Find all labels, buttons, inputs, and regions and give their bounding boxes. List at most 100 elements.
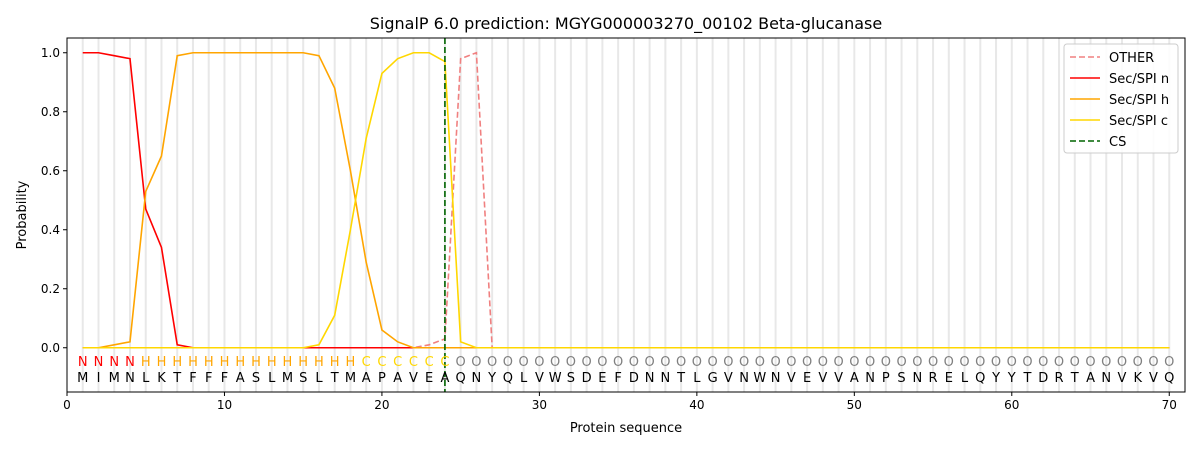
region-label: C bbox=[362, 355, 371, 370]
y-tick-label: 1.0 bbox=[41, 46, 60, 60]
region-label: O bbox=[692, 355, 702, 370]
region-label: O bbox=[582, 355, 592, 370]
region-label: H bbox=[283, 355, 293, 370]
region-label: O bbox=[613, 355, 623, 370]
region-label: C bbox=[440, 355, 449, 370]
x-tick-label: 20 bbox=[374, 398, 389, 412]
region-label: O bbox=[519, 355, 529, 370]
region-label: N bbox=[94, 355, 104, 370]
x-tick-label: 30 bbox=[532, 398, 547, 412]
y-axis-label: Probability bbox=[15, 180, 30, 249]
x-tick-label: 0 bbox=[63, 398, 71, 412]
legend-label: Sec/SPI n bbox=[1109, 72, 1169, 87]
x-axis-label: Protein sequence bbox=[570, 421, 682, 436]
region-label: O bbox=[928, 355, 938, 370]
legend-label: Sec/SPI c bbox=[1109, 114, 1168, 129]
legend-box bbox=[1063, 43, 1179, 154]
region-label: O bbox=[1133, 355, 1143, 370]
region-label: O bbox=[770, 355, 780, 370]
region-label: O bbox=[707, 355, 717, 370]
region-label: O bbox=[660, 355, 670, 370]
region-label: O bbox=[802, 355, 812, 370]
region-label: H bbox=[251, 355, 261, 370]
region-label: H bbox=[267, 355, 277, 370]
y-tick-label: 0.0 bbox=[41, 341, 60, 355]
region-label: C bbox=[377, 355, 386, 370]
series-other bbox=[82, 51, 1170, 349]
region-label: H bbox=[346, 355, 356, 370]
sequence-residues: MIMNLKTFFFASLMSLTMAPAVEAQNYQLVWSDEFDNNTL… bbox=[77, 371, 1174, 386]
region-label: O bbox=[1054, 355, 1064, 370]
region-label: O bbox=[1148, 355, 1158, 370]
region-label: N bbox=[125, 355, 135, 370]
x-tick-label: 40 bbox=[689, 398, 704, 412]
region-label: O bbox=[1117, 355, 1127, 370]
region-label: O bbox=[739, 355, 749, 370]
region-label: O bbox=[566, 355, 576, 370]
plot-frame bbox=[66, 37, 1186, 393]
region-label: O bbox=[534, 355, 544, 370]
y-tick-label: 0.6 bbox=[41, 164, 60, 178]
legend-label: Sec/SPI h bbox=[1109, 93, 1169, 108]
region-label: H bbox=[298, 355, 308, 370]
y-tick-label: 0.2 bbox=[41, 282, 60, 296]
region-label: O bbox=[550, 355, 560, 370]
region-label: O bbox=[991, 355, 1001, 370]
region-label: C bbox=[409, 355, 418, 370]
region-label: O bbox=[456, 355, 466, 370]
series-sec-spi-c bbox=[82, 51, 1170, 349]
region-label: O bbox=[896, 355, 906, 370]
x-tick-label: 70 bbox=[1162, 398, 1177, 412]
region-label: O bbox=[865, 355, 875, 370]
region-label: H bbox=[157, 355, 167, 370]
region-label: H bbox=[172, 355, 182, 370]
series-sec-spi-h bbox=[82, 51, 1170, 349]
region-label: H bbox=[235, 355, 245, 370]
chart-title: SignalP 6.0 prediction: MGYG000003270_00… bbox=[370, 14, 882, 34]
legend-label: OTHER bbox=[1109, 51, 1154, 66]
region-label: O bbox=[912, 355, 922, 370]
x-tick-label: 10 bbox=[217, 398, 232, 412]
region-label: O bbox=[471, 355, 481, 370]
series-sec-spi-n bbox=[82, 51, 1170, 349]
region-label: O bbox=[1101, 355, 1111, 370]
region-label: O bbox=[1164, 355, 1174, 370]
region-label: H bbox=[188, 355, 198, 370]
region-label: O bbox=[1038, 355, 1048, 370]
region-label: O bbox=[975, 355, 985, 370]
y-tick-label: 0.4 bbox=[41, 223, 60, 237]
region-label: H bbox=[330, 355, 340, 370]
region-label: O bbox=[723, 355, 733, 370]
region-label: O bbox=[503, 355, 513, 370]
region-label: C bbox=[393, 355, 402, 370]
region-label: H bbox=[314, 355, 324, 370]
x-tick-label: 50 bbox=[847, 398, 862, 412]
region-label: O bbox=[881, 355, 891, 370]
region-label: O bbox=[959, 355, 969, 370]
y-tick-label: 0.8 bbox=[41, 105, 60, 119]
region-label: H bbox=[220, 355, 230, 370]
region-label: H bbox=[204, 355, 214, 370]
region-label: O bbox=[1022, 355, 1032, 370]
region-label: O bbox=[1070, 355, 1080, 370]
region-label: O bbox=[1007, 355, 1017, 370]
region-label: O bbox=[833, 355, 843, 370]
region-label: N bbox=[78, 355, 88, 370]
region-label: O bbox=[944, 355, 954, 370]
region-label: O bbox=[597, 355, 607, 370]
region-label: C bbox=[425, 355, 434, 370]
region-label: O bbox=[629, 355, 639, 370]
legend-label: CS bbox=[1109, 135, 1126, 150]
region-label: O bbox=[487, 355, 497, 370]
x-tick-label: 60 bbox=[1004, 398, 1019, 412]
region-label: O bbox=[849, 355, 859, 370]
region-label: O bbox=[818, 355, 828, 370]
region-label: O bbox=[676, 355, 686, 370]
region-label: O bbox=[645, 355, 655, 370]
region-label: O bbox=[755, 355, 765, 370]
region-label: O bbox=[786, 355, 796, 370]
region-label: H bbox=[141, 355, 151, 370]
region-label: N bbox=[109, 355, 119, 370]
region-label: O bbox=[1085, 355, 1095, 370]
